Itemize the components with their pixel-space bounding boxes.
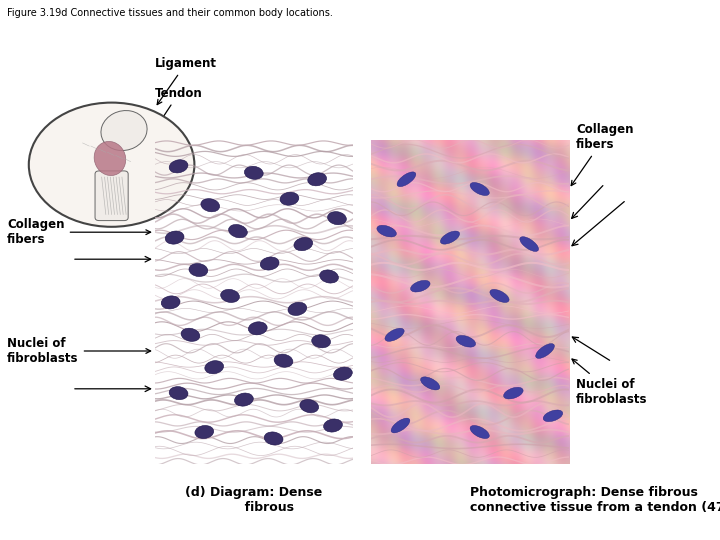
Ellipse shape [503,387,523,399]
Ellipse shape [280,192,299,205]
Ellipse shape [244,166,264,179]
Ellipse shape [220,289,240,302]
Ellipse shape [248,322,267,335]
Ellipse shape [181,328,200,341]
Ellipse shape [391,418,410,433]
Ellipse shape [204,361,224,374]
Ellipse shape [333,367,352,380]
Circle shape [29,103,194,227]
Ellipse shape [441,231,459,244]
Ellipse shape [201,199,220,212]
Ellipse shape [260,257,279,270]
Ellipse shape [274,354,293,367]
Ellipse shape [456,335,476,347]
Ellipse shape [195,426,214,438]
FancyBboxPatch shape [95,171,128,221]
Text: Collagen
fibers: Collagen fibers [7,218,150,246]
Ellipse shape [420,377,440,390]
Ellipse shape [235,393,253,406]
Ellipse shape [101,111,147,151]
Ellipse shape [385,328,404,341]
Ellipse shape [320,270,338,283]
Ellipse shape [228,225,248,238]
Ellipse shape [397,172,416,187]
Ellipse shape [169,387,188,400]
Text: Nuclei of
fibroblasts: Nuclei of fibroblasts [7,337,150,365]
Ellipse shape [520,237,539,252]
Text: Tendon: Tendon [155,87,202,126]
Ellipse shape [410,280,430,292]
Ellipse shape [288,302,307,315]
Ellipse shape [294,238,312,251]
Ellipse shape [470,426,490,438]
Ellipse shape [161,296,180,309]
Text: Ligament: Ligament [155,57,217,105]
Ellipse shape [323,419,343,432]
Ellipse shape [377,225,397,237]
Text: Collagen
fibers: Collagen fibers [571,123,634,186]
Ellipse shape [307,173,327,186]
Ellipse shape [470,183,490,195]
Text: Figure 3.19d Connective tissues and their common body locations.: Figure 3.19d Connective tissues and thei… [7,8,333,18]
Ellipse shape [264,432,283,445]
Ellipse shape [300,400,319,413]
Ellipse shape [169,160,188,173]
Ellipse shape [328,212,346,225]
Ellipse shape [94,141,126,176]
Ellipse shape [189,264,208,276]
Ellipse shape [490,289,509,302]
Text: Photomicrograph: Dense fibrous
connective tissue from a tendon (475×): Photomicrograph: Dense fibrous connectiv… [470,486,720,514]
Ellipse shape [536,343,554,359]
Ellipse shape [543,410,563,422]
Ellipse shape [312,335,330,348]
Text: Nuclei of
fibroblasts: Nuclei of fibroblasts [572,359,647,406]
Text: (d) Diagram: Dense
       fibrous: (d) Diagram: Dense fibrous [185,486,323,514]
Ellipse shape [165,231,184,244]
